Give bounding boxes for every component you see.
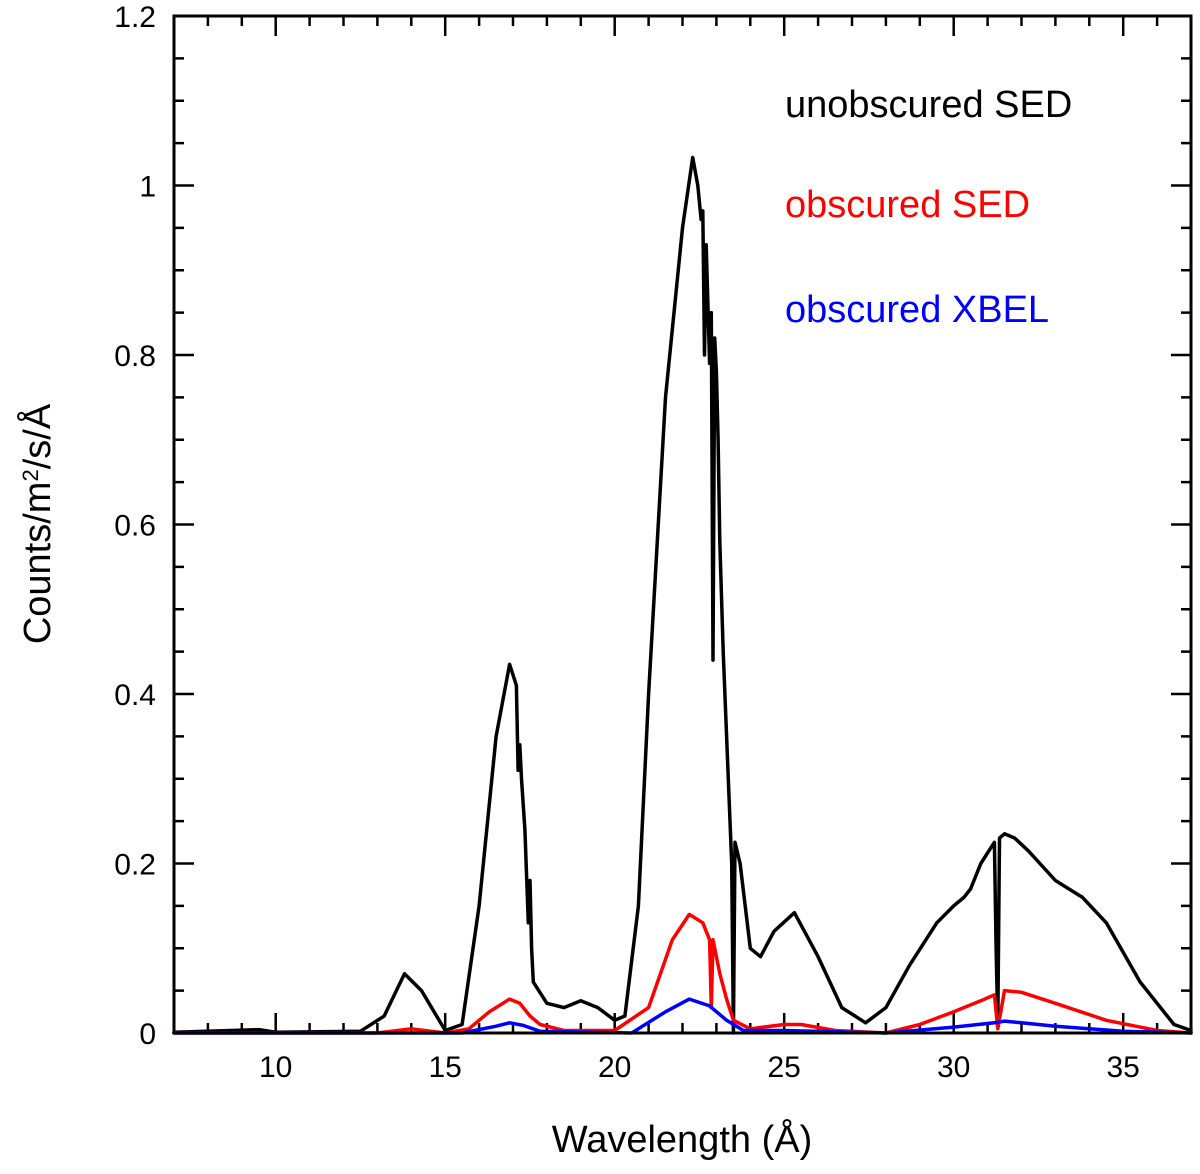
tick-labels: 10 15 20 25 30 35 0 0.2 0.4 0.6 0.8 1 1.2 [114,1,1140,1084]
plot-frame [172,14,1193,1035]
legend-entry-unobscured-sed: unobscured SED [785,84,1072,126]
legend-entry-obscured-sed: obscured SED [785,184,1030,226]
y-axis-label-prefix: Counts/m [17,482,59,645]
y-tick-label: 0.8 [114,340,156,373]
series-lines [172,155,1193,1035]
y-tick-label: 0.4 [114,679,156,712]
y-axis-label-superscript: 2 [18,469,43,481]
x-tick-label: 15 [429,1051,462,1084]
y-axis-label: Counts/m2/s/Å [15,403,59,644]
x-tick-label: 30 [937,1051,970,1084]
y-tick-label: 1.2 [114,1,156,34]
y-tick-label: 0.6 [114,510,156,543]
x-tick-label: 35 [1107,1051,1140,1084]
y-tick-label: 0 [139,1018,156,1051]
x-tick-label: 10 [259,1051,292,1084]
x-axis-label: Wavelength (Å) [552,1117,812,1161]
series-line-unobscured-sed [172,155,1193,1035]
x-tick-label: 25 [768,1051,801,1084]
legend-entry-obscured-xbel: obscured XBEL [785,289,1049,331]
x-tick-label: 20 [598,1051,631,1084]
y-axis-label-suffix: /s/Å [15,403,59,469]
series-line-obscured-xbel [172,997,1193,1035]
series-line-obscured-sed [172,912,1193,1035]
y-tick-label: 1 [139,171,156,204]
y-tick-label: 0.2 [114,849,156,882]
legend: unobscured SED obscured SED obscured XBE… [785,84,1072,331]
